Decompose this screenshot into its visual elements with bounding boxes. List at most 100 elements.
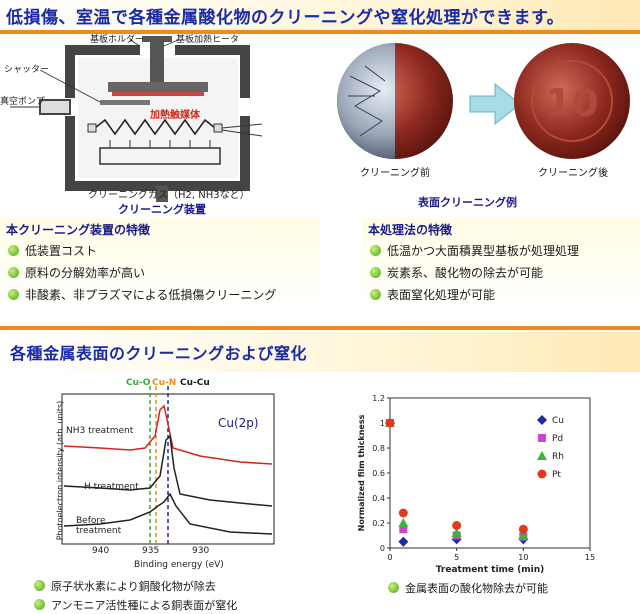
bullet-icon <box>8 288 19 300</box>
x-tick-label: 0 <box>387 553 392 562</box>
middle-divider <box>0 326 640 330</box>
substrate <box>112 92 204 96</box>
holder-label: 基板ホルダー <box>90 35 145 45</box>
apparatus-svg <box>10 36 263 202</box>
heater-label: 基板加熱ヒータ <box>176 35 240 45</box>
y-tick-label: 0.6 <box>372 469 385 478</box>
legend-label-pd: Pd <box>552 434 563 444</box>
data-point-pd <box>399 525 408 534</box>
y-tick-label: 0.8 <box>372 444 385 453</box>
data-point-cu <box>398 536 409 547</box>
catalyst-terminal-right <box>213 123 223 133</box>
shutter-label: シャッター <box>4 65 50 75</box>
x-tick-label: 5 <box>454 553 459 562</box>
catalyst-terminal-left <box>87 123 97 133</box>
feature-right-item: 炭素系、酸化物の除去が可能 <box>370 261 640 283</box>
data-point-rh <box>451 528 462 537</box>
bullet-icon <box>34 580 45 591</box>
coin-after-text: 10 <box>546 81 599 125</box>
holder-cap <box>142 36 172 42</box>
bullet-icon <box>34 599 45 610</box>
label-cuo: Cu-O <box>126 378 151 388</box>
feature-right-item: 表面窒化処理が可能 <box>370 283 640 305</box>
holder-stem <box>150 38 164 84</box>
before-label: クリーニング前 <box>360 168 430 179</box>
y-tick-label: 1.2 <box>372 394 385 403</box>
arrow-icon <box>469 82 521 126</box>
apparatus-caption: クリーニング装置 <box>118 203 206 216</box>
xps-xtick: 930 <box>192 546 210 556</box>
xps-xlabel: Binding energy (eV) <box>134 560 224 570</box>
data-point-pt <box>518 524 528 534</box>
features-right-title: 本処理法の特徴 <box>368 223 453 237</box>
legend-label-cu: Cu <box>552 416 564 426</box>
xps-svg <box>61 386 275 545</box>
xps-xtick: 935 <box>142 546 160 556</box>
xps-panel: Cu-O Cu-N Cu-Cu Cu(2p) NH3 treatment H t… <box>40 376 280 576</box>
feature-left-item: 原料の分解効率が高い <box>8 261 320 283</box>
nh3-label: NH3 treatment <box>66 426 134 436</box>
coins-caption: 表面クリーニング例 <box>418 196 517 209</box>
xps-ylabel: Photoelectron intensity (arb. units) <box>55 400 65 541</box>
top-banner-title: 低損傷、室温で各種金属酸化物のクリーニングや窒化処理ができます。 <box>6 7 565 28</box>
note-item: 原子状水素により銅酸化物が除去 <box>34 576 334 595</box>
data-point-rh <box>398 518 409 527</box>
bullet-icon <box>8 266 19 278</box>
spectrum-nh3 <box>63 404 273 465</box>
feature-left-item: 非酸素、非プラズマによる低損傷クリーニング <box>8 283 320 305</box>
apparatus-diagram: 基板ホルダー 基板加熱ヒータ シャッター 真空ポンプ 加熱触媒体 クリーニングガ… <box>0 35 320 216</box>
feature-left-item: 低装置コスト <box>8 239 320 261</box>
label-cucu: Cu-Cu <box>180 378 210 388</box>
legend-marker-cu <box>537 415 547 425</box>
bottom-right-note: 金属表面の酸化物除去が可能 <box>388 578 628 597</box>
coins-svg: 10 <box>337 43 630 159</box>
second-banner: 各種金属表面のクリーニングおよび窒化 <box>0 332 640 372</box>
y-tick-label: 0 <box>380 544 385 553</box>
second-banner-title: 各種金属表面のクリーニングおよび窒化 <box>10 344 308 363</box>
bullet-icon <box>8 244 19 256</box>
gas-label: クリーニングガス（H2, NH3など） <box>88 190 250 201</box>
thickness-chart-svg: 0 0.2 0.4 0.6 0.8 1 1.2 0 5 10 15 Treatment time (m… <box>357 394 595 575</box>
y-tick-label: 0.2 <box>372 519 385 528</box>
substrate-holder <box>108 82 208 92</box>
legend-marker-pt <box>537 469 547 479</box>
data-point-pt <box>385 418 395 428</box>
pump-label: 真空ポンプ <box>0 97 45 107</box>
chamber-wall <box>65 45 250 191</box>
note-item: 金属表面の酸化物除去が可能 <box>388 578 628 597</box>
data-point-rh <box>518 530 529 540</box>
wire-lead-1 <box>221 123 263 129</box>
wire-lead-2 <box>221 129 263 137</box>
coin-after <box>514 43 630 159</box>
after-label: クリーニング後 <box>538 168 608 179</box>
catalyst-label: 加熱触媒体 <box>150 110 200 121</box>
feature-right-item: 低温かつ大面積異型基板が処理処理 <box>370 239 640 261</box>
coin-before-oxidized-half <box>337 43 395 159</box>
top-banner: 低損傷、室温で各種金属酸化物のクリーニングや窒化処理ができます。 <box>0 0 640 30</box>
h-label: H treatment <box>84 482 139 492</box>
bullet-icon <box>388 582 399 593</box>
y-tick-label: 1 <box>380 419 385 428</box>
xps-xtick: 940 <box>92 546 110 556</box>
legend-label-pt: Pt <box>552 470 561 480</box>
gas-shower <box>99 147 221 165</box>
shutter <box>100 100 150 105</box>
gas-inlet <box>156 186 168 202</box>
x-tick-label: 10 <box>518 553 528 562</box>
bullet-icon <box>370 266 381 278</box>
bottom-left-notes: 原子状水素により銅酸化物が除去 アンモニア活性種による銅表面が窒化 <box>34 576 334 614</box>
y-axis-label: Normalized film thickness <box>357 414 366 531</box>
y-tick-label: 0.4 <box>372 494 385 503</box>
catalyst-wire <box>94 118 216 136</box>
coin-example: 10 クリーニング前 クリーニング後 表面クリーニング例 <box>320 36 640 216</box>
xps-panel-label: Cu(2p) <box>218 416 259 430</box>
features-right: 本処理法の特徴 低温かつ大面積異型基板が処理処理 炭素系、酸化物の除去が可能 表… <box>362 218 640 312</box>
legend-marker-pd <box>538 434 546 442</box>
plot-area <box>389 397 591 549</box>
note-item: アンモニア活性種による銅表面が窒化 <box>34 595 334 614</box>
features-left-title: 本クリーニング装置の特徴 <box>6 223 151 237</box>
data-point-pt <box>398 508 408 518</box>
legend-label-rh: Rh <box>552 452 564 462</box>
x-axis-label: Treatment time (min) <box>436 565 545 575</box>
legend-marker-rh <box>537 451 547 460</box>
